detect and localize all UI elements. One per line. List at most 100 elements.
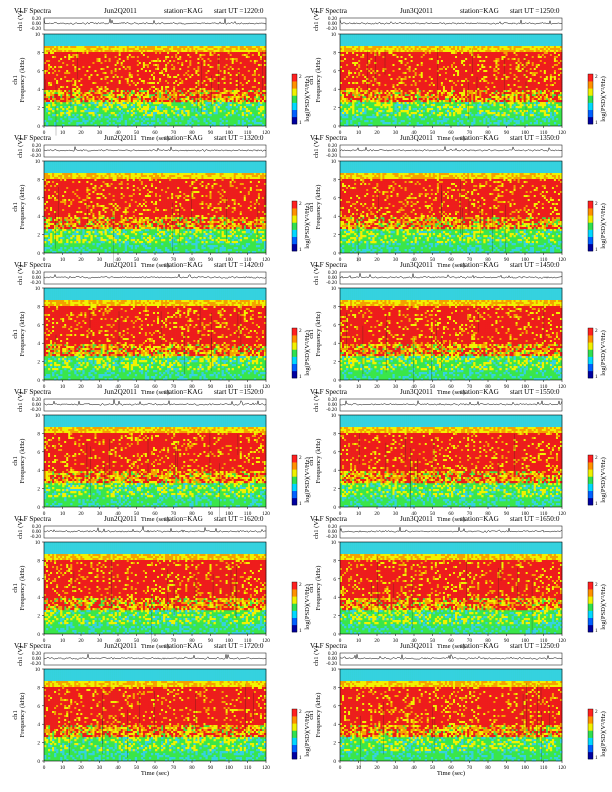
spectrogram-cell <box>346 112 349 115</box>
spectrogram-cell <box>207 52 210 55</box>
spectrogram-cell <box>352 96 355 99</box>
spectrogram-cell <box>152 106 156 109</box>
spectrogram-cell <box>148 52 152 55</box>
spectrogram-cell <box>263 58 267 61</box>
spectrogram-cell <box>62 80 65 83</box>
spectrogram-cell <box>181 90 184 93</box>
spectrogram-cell <box>229 96 232 99</box>
spectrogram-cell <box>66 102 69 105</box>
spectrogram-cell <box>98 86 101 89</box>
spectrogram-cell <box>80 88 83 91</box>
spectrogram-cell <box>126 102 130 105</box>
spectrogram-cell <box>201 68 204 71</box>
spectrogram-cell <box>243 52 247 55</box>
spectrogram-cell <box>80 56 83 59</box>
spectrogram-cell <box>360 80 363 83</box>
spectrogram-cell <box>346 78 349 81</box>
spectrogram-cell <box>140 50 144 53</box>
spectrogram-cell <box>159 70 162 73</box>
spectrogram-cell <box>80 80 83 83</box>
spectrogram-cell <box>114 90 117 93</box>
colorbar-segment <box>292 74 297 82</box>
spectrogram-cell <box>340 100 343 103</box>
spectrogram-cell <box>122 84 125 87</box>
spectrogram-cell <box>356 82 359 85</box>
spectrogram-cell <box>211 42 214 45</box>
spectrogram-cell <box>233 90 236 93</box>
spectrogram-cell <box>364 44 367 47</box>
spectrogram-cell <box>189 40 192 43</box>
spectrogram-cell <box>80 104 83 107</box>
spectrogram-cell <box>58 58 61 61</box>
spectrogram-cell <box>261 40 265 43</box>
spectrogram-cell <box>358 36 361 39</box>
spectrogram-cell <box>50 94 53 97</box>
spectrogram-cell <box>239 88 243 91</box>
spectrogram-cell <box>179 92 182 95</box>
spectrogram-cell <box>108 90 111 93</box>
spectrogram-cell <box>100 60 103 63</box>
spectrogram-cell <box>199 34 202 37</box>
spectrogram-cell <box>257 52 261 55</box>
spectrogram-cell <box>52 80 55 83</box>
spectrogram-cell <box>62 48 65 51</box>
spectrogram-cell <box>346 94 349 97</box>
spectrogram-cell <box>104 92 107 95</box>
spectrogram-cell <box>60 110 63 113</box>
spectrogram-cell <box>191 36 194 39</box>
colorbar-tick-label: 1 <box>299 120 302 126</box>
spectrogram-cell <box>134 58 138 61</box>
spectrogram-cell <box>130 96 134 99</box>
spectrogram-cell <box>199 86 202 89</box>
spectrogram-cell <box>233 96 236 99</box>
spectrogram-cell <box>48 56 51 59</box>
spectrogram-cell <box>207 98 210 101</box>
spectrogram-cell <box>259 80 263 83</box>
spectrogram-cell <box>344 110 347 113</box>
spectrogram-cell <box>209 66 212 69</box>
spectrogram-cell <box>78 94 81 97</box>
spectrogram-cell <box>92 48 95 51</box>
spectrogram-cell <box>356 36 359 39</box>
spectrogram-cell <box>342 50 345 53</box>
spectrogram-cell <box>215 54 218 57</box>
spectrogram-cell <box>201 110 204 113</box>
spectrogram-cell <box>179 100 182 103</box>
spectrogram-cell <box>140 104 144 107</box>
spectrogram-cell <box>197 88 200 91</box>
spectrogram-cell <box>110 104 113 107</box>
spectrogram-cell <box>366 100 369 103</box>
spectrogram-cell <box>82 54 85 57</box>
spectrogram-cell <box>235 70 238 73</box>
spectrogram-cell <box>66 108 69 111</box>
spectrogram-cell <box>161 68 164 71</box>
spectrogram-cell <box>257 54 261 57</box>
spectrogram-cell <box>163 44 166 47</box>
spectrogram-cell <box>370 66 373 69</box>
spectrogram-cell <box>148 54 152 57</box>
spectrogram-cell <box>233 52 236 55</box>
spectrogram-cell <box>122 104 125 107</box>
spectrogram-cell <box>64 54 67 57</box>
spectrogram-cell <box>175 42 178 45</box>
spectrogram-cell <box>191 40 194 43</box>
spectrogram-cell <box>211 78 214 81</box>
spectrogram-cell <box>66 42 69 45</box>
spectrogram-cell <box>227 46 230 49</box>
spectrogram-cell <box>56 58 59 61</box>
spectrogram-cell <box>124 80 127 83</box>
spectrogram-cell <box>52 74 55 77</box>
spectrogram-cell <box>138 94 142 97</box>
spectrogram-cell <box>219 86 222 89</box>
spectrogram-cell <box>205 42 208 45</box>
spectrogram-cell <box>177 64 180 67</box>
spectrogram-cell <box>70 92 73 95</box>
spectrogram-cell <box>217 52 220 55</box>
spectrogram-cell <box>183 80 186 83</box>
spectrogram-cell <box>376 102 379 105</box>
spectrogram-cell <box>84 88 87 91</box>
spectrogram-cell <box>346 96 349 99</box>
spectrogram-cell <box>221 42 224 45</box>
spectrogram-cell <box>84 82 87 85</box>
spectrogram-cell <box>201 48 204 51</box>
